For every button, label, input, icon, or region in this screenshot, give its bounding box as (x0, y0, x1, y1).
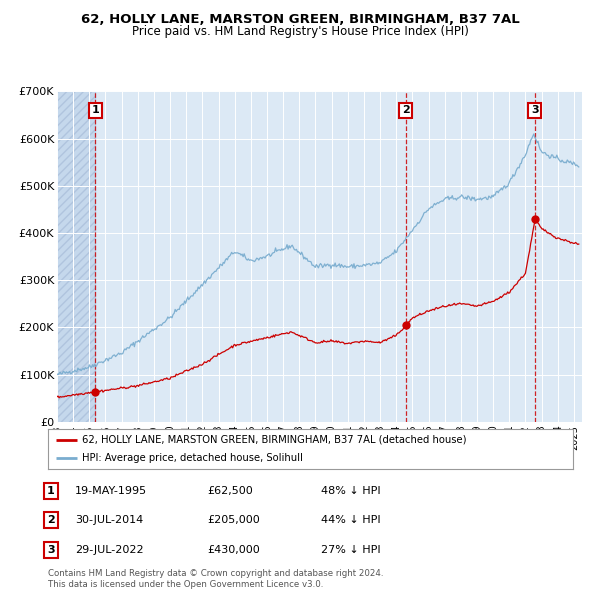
Text: 19-MAY-1995: 19-MAY-1995 (75, 486, 147, 496)
Text: £62,500: £62,500 (207, 486, 253, 496)
Text: £205,000: £205,000 (207, 516, 260, 525)
Text: 44% ↓ HPI: 44% ↓ HPI (321, 516, 380, 525)
Text: 2: 2 (402, 106, 409, 115)
Text: 62, HOLLY LANE, MARSTON GREEN, BIRMINGHAM, B37 7AL: 62, HOLLY LANE, MARSTON GREEN, BIRMINGHA… (80, 13, 520, 26)
Text: 1: 1 (92, 106, 100, 115)
Bar (57, 91, 95, 422)
Text: Contains HM Land Registry data © Crown copyright and database right 2024.
This d: Contains HM Land Registry data © Crown c… (48, 569, 383, 589)
Bar (57, 91, 95, 422)
Text: Price paid vs. HM Land Registry's House Price Index (HPI): Price paid vs. HM Land Registry's House … (131, 25, 469, 38)
Text: 30-JUL-2014: 30-JUL-2014 (75, 516, 143, 525)
Text: 48% ↓ HPI: 48% ↓ HPI (321, 486, 380, 496)
Text: 62, HOLLY LANE, MARSTON GREEN, BIRMINGHAM, B37 7AL (detached house): 62, HOLLY LANE, MARSTON GREEN, BIRMINGHA… (82, 435, 467, 445)
Text: 1: 1 (47, 486, 55, 496)
Text: 2: 2 (47, 516, 55, 525)
Text: 3: 3 (47, 545, 55, 555)
Text: 29-JUL-2022: 29-JUL-2022 (75, 545, 143, 555)
Text: 27% ↓ HPI: 27% ↓ HPI (321, 545, 380, 555)
Text: HPI: Average price, detached house, Solihull: HPI: Average price, detached house, Soli… (82, 453, 303, 463)
Text: £430,000: £430,000 (207, 545, 260, 555)
Text: 3: 3 (531, 106, 539, 115)
